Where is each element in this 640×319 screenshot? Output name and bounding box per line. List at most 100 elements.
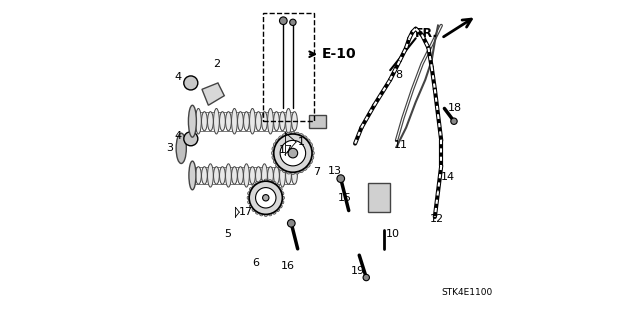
Ellipse shape <box>202 167 207 184</box>
Ellipse shape <box>280 112 285 131</box>
Ellipse shape <box>296 132 300 135</box>
Ellipse shape <box>307 139 310 142</box>
Circle shape <box>363 274 369 281</box>
Text: 15: 15 <box>337 193 351 203</box>
Ellipse shape <box>244 164 250 187</box>
Ellipse shape <box>273 181 276 184</box>
Ellipse shape <box>255 112 261 131</box>
Ellipse shape <box>252 184 255 187</box>
Polygon shape <box>202 83 224 105</box>
Text: 4: 4 <box>174 71 181 82</box>
Text: 7: 7 <box>313 167 320 177</box>
Ellipse shape <box>269 180 272 182</box>
Text: 9: 9 <box>378 188 385 198</box>
Ellipse shape <box>189 161 196 190</box>
Ellipse shape <box>282 196 284 199</box>
Circle shape <box>280 140 306 166</box>
Ellipse shape <box>244 112 250 131</box>
Text: 6: 6 <box>253 258 260 268</box>
Text: 19: 19 <box>351 266 365 276</box>
Circle shape <box>451 118 457 124</box>
Ellipse shape <box>311 147 314 151</box>
Ellipse shape <box>273 167 279 184</box>
Circle shape <box>184 132 198 146</box>
Text: 14: 14 <box>441 172 455 182</box>
Ellipse shape <box>269 214 272 216</box>
Circle shape <box>290 19 296 26</box>
Ellipse shape <box>304 167 307 170</box>
Ellipse shape <box>225 112 231 131</box>
Ellipse shape <box>232 108 237 134</box>
Ellipse shape <box>282 134 286 137</box>
Ellipse shape <box>312 151 314 155</box>
Ellipse shape <box>291 132 295 134</box>
FancyBboxPatch shape <box>368 183 390 212</box>
Ellipse shape <box>196 108 201 134</box>
Ellipse shape <box>189 112 195 131</box>
Text: FR.: FR. <box>415 27 438 40</box>
Circle shape <box>184 76 198 90</box>
Circle shape <box>288 148 298 158</box>
Ellipse shape <box>188 105 196 137</box>
Ellipse shape <box>307 164 310 167</box>
Ellipse shape <box>260 180 263 182</box>
Text: 17: 17 <box>278 145 292 155</box>
Ellipse shape <box>250 167 255 184</box>
Ellipse shape <box>262 112 268 131</box>
Ellipse shape <box>262 164 268 187</box>
Text: E-10: E-10 <box>321 47 356 61</box>
Ellipse shape <box>276 184 280 187</box>
Ellipse shape <box>276 139 279 142</box>
Ellipse shape <box>225 164 231 187</box>
Ellipse shape <box>189 164 195 187</box>
Ellipse shape <box>202 112 207 131</box>
Ellipse shape <box>273 160 276 164</box>
Ellipse shape <box>287 171 291 174</box>
Circle shape <box>274 134 312 172</box>
Ellipse shape <box>237 112 243 131</box>
Ellipse shape <box>285 108 291 134</box>
Ellipse shape <box>311 156 314 160</box>
Ellipse shape <box>280 188 282 190</box>
Ellipse shape <box>220 112 225 131</box>
Circle shape <box>249 181 282 214</box>
Text: STK4E1100: STK4E1100 <box>441 288 492 297</box>
Ellipse shape <box>207 112 213 131</box>
Ellipse shape <box>280 164 285 187</box>
Ellipse shape <box>282 170 286 173</box>
Text: 3: 3 <box>166 143 173 153</box>
Ellipse shape <box>276 164 279 167</box>
Text: 12: 12 <box>430 213 444 224</box>
Ellipse shape <box>247 196 250 199</box>
Ellipse shape <box>287 132 291 135</box>
Ellipse shape <box>282 201 284 204</box>
Ellipse shape <box>214 108 220 134</box>
Ellipse shape <box>207 164 213 187</box>
Text: 1: 1 <box>298 137 305 147</box>
Ellipse shape <box>292 112 298 131</box>
Text: 8: 8 <box>395 70 402 80</box>
Circle shape <box>337 175 344 182</box>
Ellipse shape <box>296 171 300 174</box>
Ellipse shape <box>232 167 237 184</box>
Ellipse shape <box>272 147 275 151</box>
Text: 5: 5 <box>224 229 231 240</box>
Ellipse shape <box>285 167 291 184</box>
Ellipse shape <box>220 167 225 184</box>
Circle shape <box>374 193 384 203</box>
Ellipse shape <box>278 167 282 170</box>
Ellipse shape <box>176 133 186 163</box>
Ellipse shape <box>280 205 282 208</box>
Ellipse shape <box>276 209 280 211</box>
Ellipse shape <box>273 143 276 146</box>
Text: 17: 17 <box>239 207 253 217</box>
Text: 2: 2 <box>212 59 220 69</box>
Ellipse shape <box>282 192 284 195</box>
Ellipse shape <box>300 170 303 173</box>
Ellipse shape <box>250 188 252 190</box>
Ellipse shape <box>291 172 295 174</box>
Ellipse shape <box>273 212 276 214</box>
Ellipse shape <box>260 214 263 216</box>
Text: 13: 13 <box>328 166 342 176</box>
Ellipse shape <box>292 167 298 184</box>
